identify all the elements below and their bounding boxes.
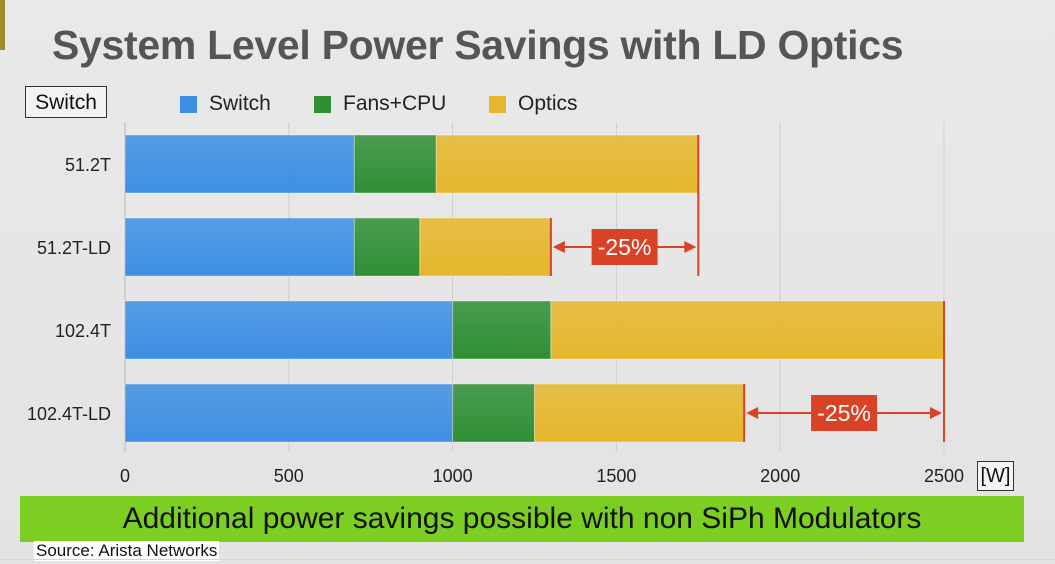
bar-switch-51-2t — [124, 134, 355, 194]
bar-optics-102-4t-ld — [534, 383, 745, 443]
y-axis-title: Switch — [25, 86, 107, 118]
reduction-label-0: -25% — [598, 234, 652, 260]
legend-item-switch: Switch — [180, 90, 271, 118]
bar-switch-51-2t-ld — [124, 217, 355, 277]
x-axis-unit-label: [W] — [977, 461, 1014, 491]
category-label-51-2t-ld: 51.2T-LD — [37, 238, 111, 258]
legend-label-fans-cpu: Fans+CPU — [343, 92, 447, 115]
x-tick-label-0: 0 — [120, 466, 130, 486]
arrow-head-left-0 — [552, 241, 565, 253]
legend-swatch-optics — [489, 95, 506, 113]
x-tick-label-500: 500 — [274, 466, 304, 486]
x-tick-label-2000: 2000 — [760, 466, 800, 486]
bar-fans-cpu-51-2t — [353, 134, 437, 194]
bar-fans-cpu-51-2t-ld — [353, 217, 421, 277]
category-label-51-2t: 51.2T — [65, 155, 111, 175]
arrow-head-right-1 — [930, 407, 942, 419]
bar-fans-cpu-102-4t — [452, 300, 552, 360]
bar-optics-51-2t-ld — [419, 217, 552, 277]
category-label-102-4t: 102.4T — [55, 321, 111, 341]
callout-banner: Additional power savings possible with n… — [20, 496, 1024, 542]
bar-optics-51-2t — [435, 134, 699, 194]
category-label-102-4t-ld: 102.4T-LD — [27, 404, 111, 424]
arrow-head-left-1 — [746, 407, 759, 419]
corner-accent — [0, 0, 5, 50]
legend-label-switch: Switch — [209, 92, 271, 115]
x-tick-label-1000: 1000 — [433, 466, 473, 486]
bar-switch-102-4t — [124, 300, 454, 360]
footer-divider — [0, 559, 1055, 560]
reduction-badge-0 — [591, 229, 658, 265]
legend-swatch-fans-cpu — [314, 95, 331, 113]
source-credit: Source: Arista Networks — [34, 541, 220, 561]
legend-label-optics: Optics — [518, 92, 578, 115]
x-tick-label-2500: 2500 — [924, 466, 964, 486]
legend-swatch-switch — [180, 95, 197, 113]
reduction-badge-1 — [811, 395, 878, 431]
arrow-head-right-0 — [684, 241, 697, 253]
legend-item-optics: Optics — [489, 90, 578, 118]
legend-item-fans-cpu: Fans+CPU — [314, 90, 446, 118]
x-tick-label-1500: 1500 — [596, 466, 636, 486]
reduction-label-1: -25% — [817, 400, 871, 426]
page-title: System Level Power Savings with LD Optic… — [52, 22, 904, 68]
bar-switch-102-4t-ld — [124, 383, 454, 443]
bar-optics-102-4t — [550, 300, 945, 360]
bar-fans-cpu-102-4t-ld — [452, 383, 536, 443]
